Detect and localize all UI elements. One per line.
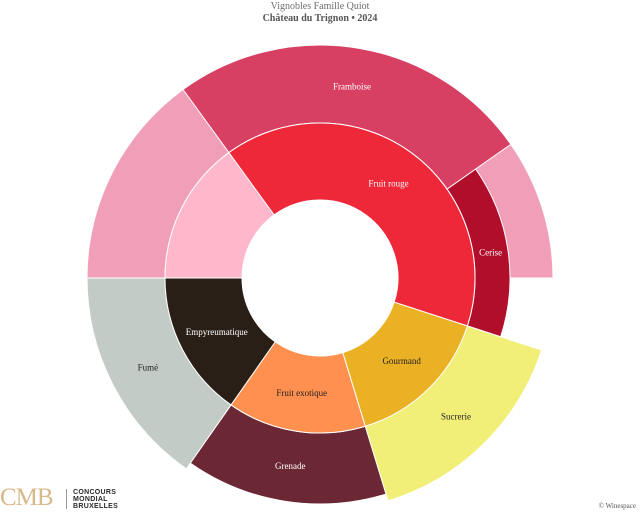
logo-mark: CMB xyxy=(0,484,54,511)
concours-mondial-logo: CMB CONCOURS MONDIAL BRUXELLES xyxy=(0,484,140,512)
outer-label-framboise: Framboise xyxy=(333,82,371,92)
chart-subtitle: Château du Trignon • 2024 xyxy=(262,13,378,24)
inner-segment-fruit-rouge[interactable]: Fruit rouge xyxy=(228,122,476,327)
inner-label-gourmand: Gourmand xyxy=(382,356,421,366)
outer-label-sucrerie: Sucrerie xyxy=(441,411,471,421)
logo-text: CONCOURS MONDIAL BRUXELLES xyxy=(73,489,118,510)
outer-label-grenade: Grenade xyxy=(275,461,305,471)
inner-label-fruit-rouge: Fruit rouge xyxy=(368,179,408,189)
logo-line-1: CONCOURS xyxy=(73,489,117,496)
outer-label-fume: Fumé xyxy=(138,363,159,373)
inner-label-empyreumatique: Empyreumatique xyxy=(186,327,248,337)
logo-line-2: MONDIAL xyxy=(73,496,108,503)
chart-header: Vignobles Famille Quiot Château du Trign… xyxy=(0,1,640,25)
inner-arc-fruit-rouge[interactable] xyxy=(228,122,476,327)
logo-divider xyxy=(66,489,67,509)
copyright-text: © Winespace xyxy=(598,502,636,510)
inner-label-fruit-exotique: Fruit exotique xyxy=(276,388,327,398)
chart-title: Vignobles Famille Quiot xyxy=(270,1,370,12)
logo-line-3: BRUXELLES xyxy=(73,503,119,510)
outer-label-cerise: Cerise xyxy=(479,248,502,258)
